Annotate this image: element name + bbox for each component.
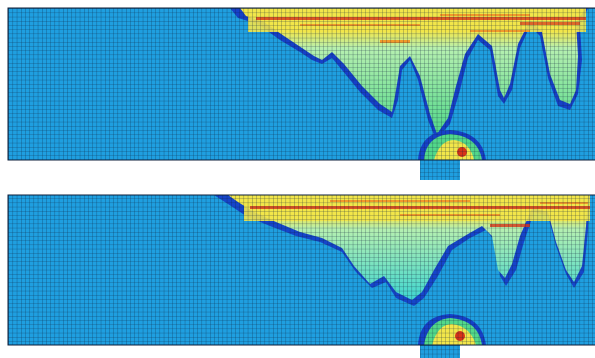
bottom-mesh-contour (7, 194, 595, 358)
support-grid (420, 160, 460, 180)
support-grid (420, 345, 460, 358)
mesh-grid (8, 8, 595, 160)
top-mesh-panel (7, 7, 595, 180)
mesh-border (7, 7, 595, 161)
mesh-border (7, 194, 595, 346)
bottom-mesh-panel (0, 190, 595, 358)
top-mesh-contour (7, 7, 595, 180)
mesh-grid (8, 195, 595, 345)
